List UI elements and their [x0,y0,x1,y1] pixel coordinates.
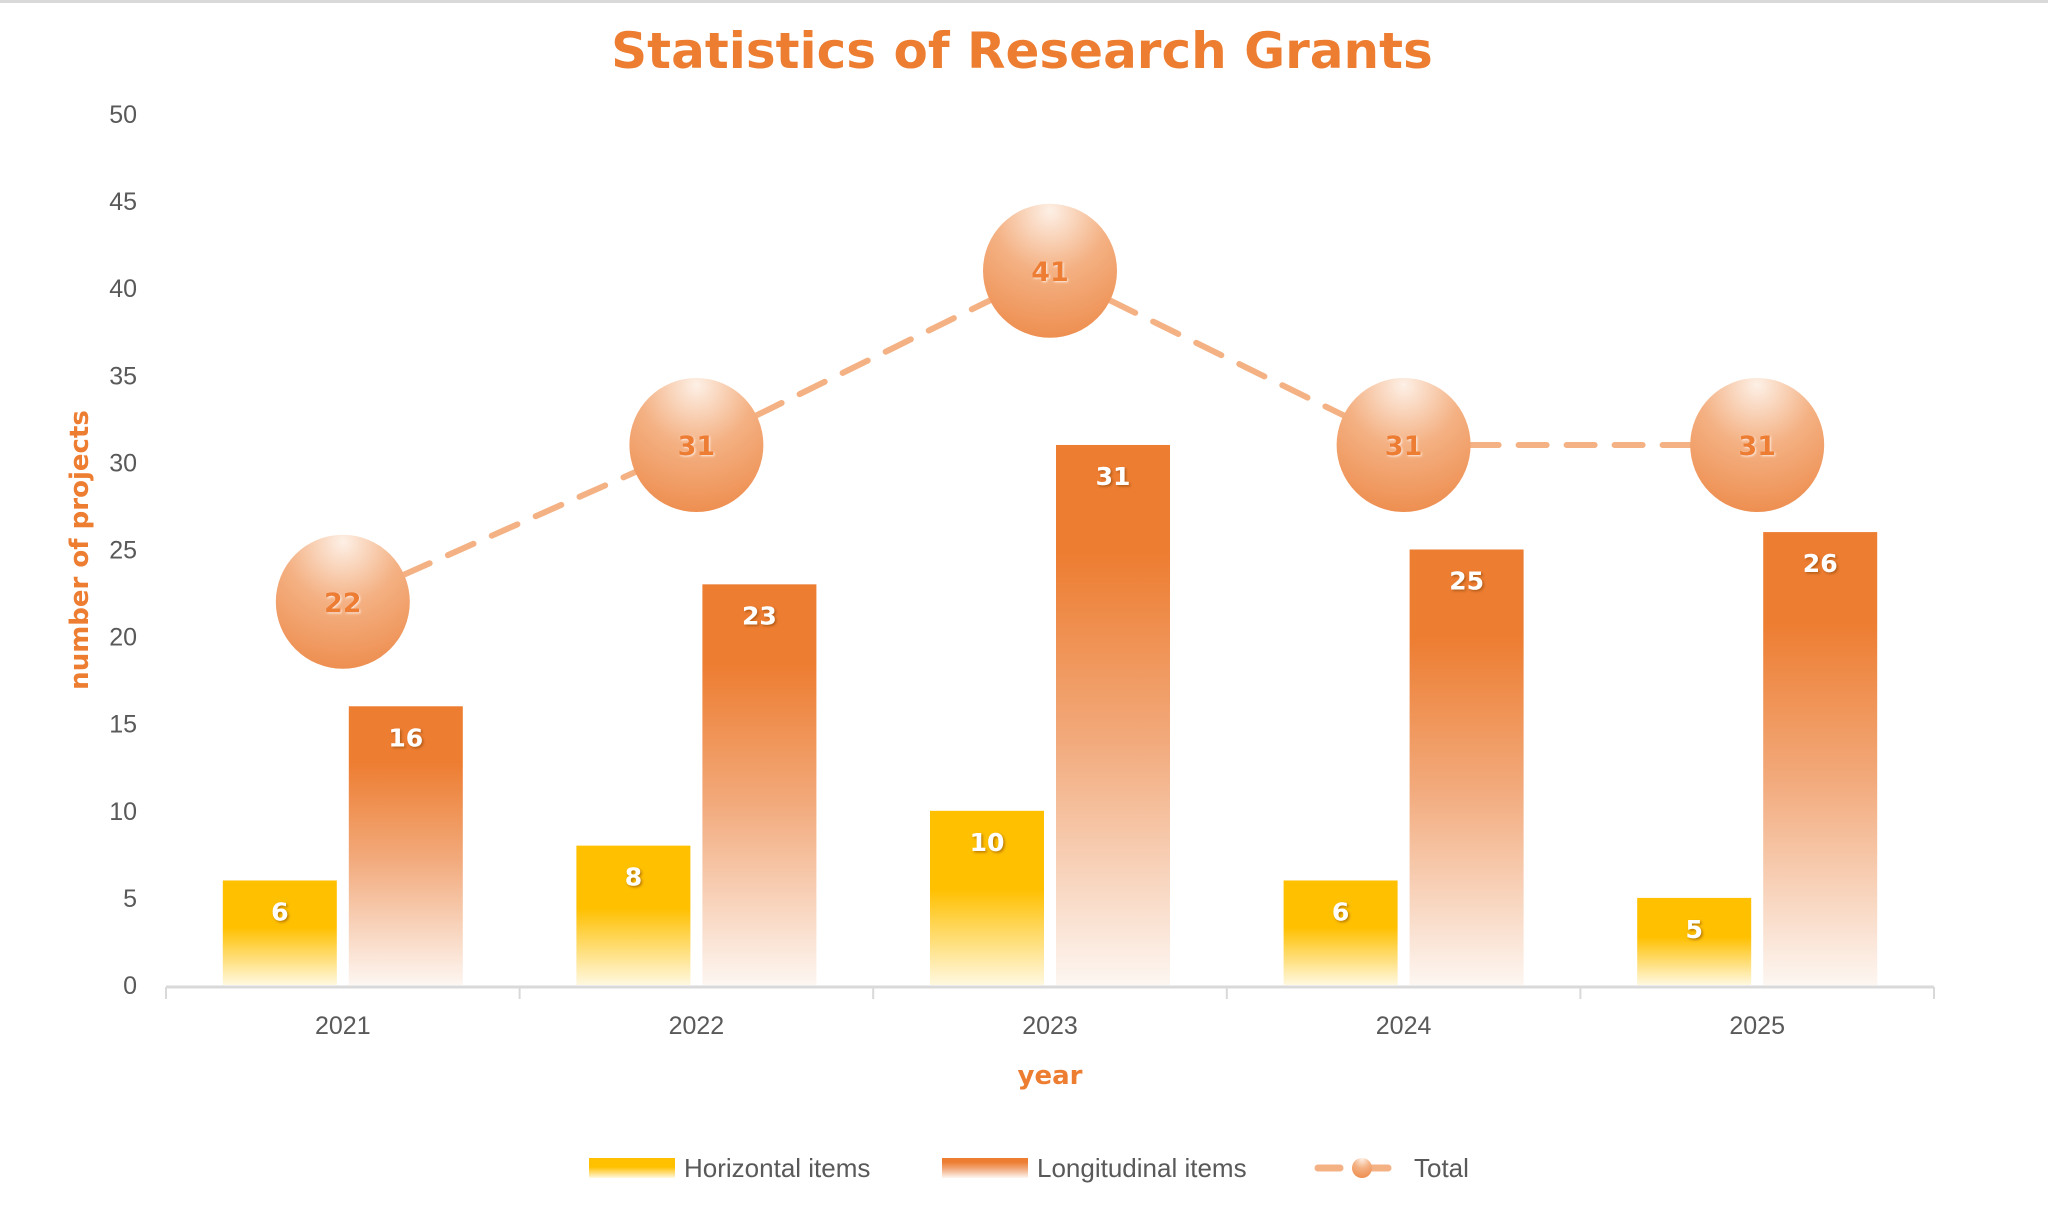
bar-horizontal-2023[interactable] [930,810,1044,985]
bar-label-longitudinal-2023: 31 [1096,462,1131,491]
bar-longitudinal-2023[interactable] [1056,444,1170,986]
legend-item-longitudinal[interactable]: Longitudinal items [942,1153,1247,1183]
bar-label-horizontal-2025: 5 [1685,915,1702,944]
total-label-2023: 41 [1031,257,1069,288]
legend-swatch-horizontal [589,1158,675,1178]
y-axis-ticks: 0 5 10 15 20 25 30 35 40 45 50 [109,101,137,1000]
x-tick-label-2022: 2022 [669,1012,725,1040]
total-label-2025: 31 [1738,431,1776,462]
total-marker-2023[interactable] [983,203,1117,338]
chart-title: Statistics of Research Grants [611,22,1433,80]
bar-label-horizontal-2021: 6 [271,897,288,926]
bar-label-horizontal-2024: 6 [1332,897,1349,926]
y-axis-title: number of projects [65,410,95,690]
y-tick-label: 20 [109,624,137,652]
total-label-2021: 22 [324,588,362,619]
y-tick-label: 5 [123,885,137,913]
total-marker-2024[interactable] [1336,377,1471,512]
legend-label-longitudinal: Longitudinal items [1037,1153,1247,1183]
bar-label-longitudinal-2021: 16 [388,723,423,752]
x-tick-label-2024: 2024 [1376,1012,1432,1040]
y-tick-label: 25 [109,537,137,565]
y-tick-label: 10 [109,798,137,826]
bar-horizontal-2025[interactable] [1637,897,1752,985]
legend-item-total[interactable]: Total [1314,1153,1469,1183]
y-tick-label: 35 [109,362,137,390]
legend-swatch-total-marker [1352,1158,1372,1178]
total-marker-2022[interactable] [629,377,764,512]
y-tick-label: 15 [109,711,137,739]
bar-label-longitudinal-2022: 23 [742,601,777,630]
y-tick-label: 40 [109,275,137,303]
bar-label-longitudinal-2024: 25 [1449,567,1484,596]
bar-longitudinal-2022[interactable] [702,584,817,985]
bar-longitudinal-2025[interactable] [1763,532,1878,985]
bar-label-longitudinal-2025: 26 [1803,549,1838,578]
y-tick-label: 0 [123,972,137,1000]
bar-label-horizontal-2023: 10 [970,828,1005,857]
y-tick-label: 30 [109,449,137,477]
legend: Horizontal items Longitudinal items Tota… [589,1153,1469,1183]
bar-horizontal-2022[interactable] [576,845,691,985]
x-tick-label-2021: 2021 [315,1012,371,1040]
bar-longitudinal-2024[interactable] [1409,549,1524,986]
y-tick-label: 45 [109,188,137,216]
bar-horizontal-2024[interactable] [1283,880,1398,985]
total-line-segment [1107,297,1347,419]
x-axis-title: year [1018,1061,1083,1091]
total-label-2022: 31 [678,431,716,462]
legend-item-horizontal[interactable]: Horizontal items [589,1153,870,1183]
total-label-2024: 31 [1385,431,1423,462]
total-line-segment [401,469,639,578]
bar-horizontal-2021[interactable] [222,880,337,985]
legend-label-total: Total [1414,1153,1469,1183]
bars: 6 16 8 23 10 31 6 25 5 26 [222,444,1878,986]
total-marker-2025[interactable] [1690,377,1825,512]
total-line-segment [753,297,993,419]
top-border [0,0,2048,3]
x-tick-label-2025: 2025 [1729,1012,1785,1040]
legend-swatch-longitudinal [942,1158,1028,1178]
legend-label-horizontal: Horizontal items [684,1153,870,1183]
x-axis: 2021 2022 2023 2024 2025 [165,985,1935,1040]
total-marker-2021[interactable] [275,534,410,669]
bar-label-horizontal-2022: 8 [625,863,642,892]
bar-longitudinal-2021[interactable] [348,706,463,985]
x-tick-label-2023: 2023 [1022,1012,1078,1040]
y-tick-label: 50 [109,101,137,129]
total-line-series: 22 31 41 31 31 [275,203,1825,669]
